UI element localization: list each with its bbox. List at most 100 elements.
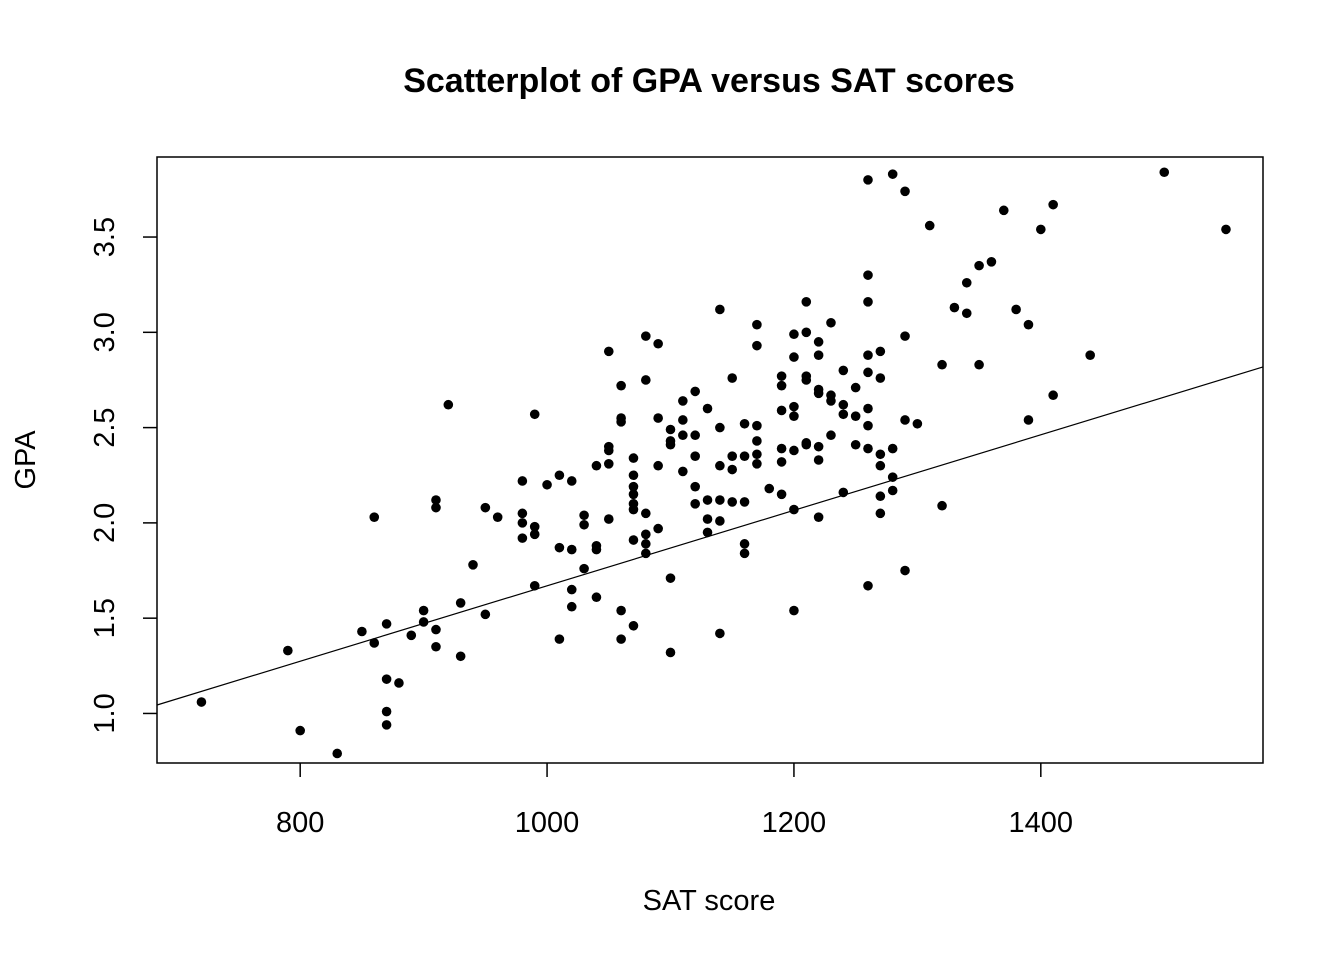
data-point <box>283 645 293 656</box>
data-point <box>431 502 441 513</box>
data-point <box>838 365 849 376</box>
data-point <box>603 459 614 469</box>
data-point <box>801 297 812 307</box>
data-point <box>789 504 799 515</box>
data-point <box>196 697 207 707</box>
data-point <box>394 678 404 688</box>
data-point <box>727 464 738 475</box>
data-point <box>616 605 626 616</box>
data-point <box>863 403 873 414</box>
data-point <box>875 449 886 460</box>
data-point <box>850 382 861 393</box>
data-point <box>900 186 910 197</box>
data-point <box>1048 199 1058 210</box>
data-point <box>900 331 910 341</box>
chart-title: Scatterplot of GPA versus SAT scores <box>403 62 1015 100</box>
data-point <box>702 514 713 524</box>
data-point <box>838 487 849 498</box>
data-point <box>690 386 700 397</box>
x-tick-label: 1000 <box>515 807 580 839</box>
data-point <box>838 399 849 410</box>
data-point <box>369 512 380 522</box>
data-point <box>776 371 787 381</box>
data-point <box>863 443 873 454</box>
data-point <box>641 331 651 341</box>
data-point <box>369 638 380 648</box>
data-point <box>690 430 700 441</box>
x-axis-label: SAT score <box>643 885 776 917</box>
data-point <box>998 205 1009 216</box>
data-point <box>517 508 528 519</box>
data-point <box>887 443 898 454</box>
data-point <box>480 502 491 513</box>
data-point <box>431 495 441 505</box>
data-point <box>665 439 676 450</box>
data-point <box>875 346 886 357</box>
data-point <box>579 563 589 574</box>
data-point <box>949 302 960 313</box>
data-point <box>715 422 725 433</box>
data-point <box>554 470 565 481</box>
data-point <box>776 457 787 467</box>
data-point <box>826 430 836 441</box>
data-point <box>813 388 824 399</box>
y-tick-label: 1.5 <box>89 598 121 638</box>
y-tick-label: 3.0 <box>89 312 121 352</box>
data-point <box>887 472 898 482</box>
data-point <box>406 630 417 641</box>
data-point <box>789 445 799 456</box>
data-point <box>813 441 824 452</box>
y-axis: 1.0 1.5 2.0 2.5 3.0 3.5 <box>89 217 157 734</box>
data-point <box>641 375 651 385</box>
data-point <box>468 560 478 570</box>
data-point <box>776 443 787 454</box>
data-point <box>776 405 787 416</box>
data-point <box>603 514 614 524</box>
data-point <box>554 542 565 553</box>
data-point <box>554 634 565 644</box>
data-point <box>752 436 762 446</box>
data-point <box>715 495 725 505</box>
data-point <box>937 500 947 511</box>
data-point <box>665 573 676 583</box>
data-point <box>702 495 713 505</box>
data-point <box>715 628 725 639</box>
data-point <box>653 338 663 349</box>
data-point <box>850 411 861 421</box>
data-point <box>752 340 762 351</box>
data-point <box>789 605 799 616</box>
data-point <box>603 346 614 357</box>
data-point <box>628 620 639 631</box>
data-point <box>789 411 799 421</box>
y-tick-label: 1.0 <box>89 693 121 733</box>
data-point <box>690 451 700 461</box>
data-point <box>974 260 984 271</box>
data-point <box>381 706 392 717</box>
data-point <box>702 403 713 414</box>
data-point <box>690 499 700 509</box>
data-point <box>937 359 947 370</box>
data-point <box>529 580 540 591</box>
data-point <box>875 491 886 502</box>
data-point <box>863 350 873 360</box>
data-point <box>739 451 750 461</box>
data-point <box>887 169 898 179</box>
data-point <box>566 544 577 555</box>
data-point <box>678 415 688 425</box>
data-point <box>863 297 873 307</box>
data-point <box>628 504 639 515</box>
data-point <box>813 512 824 522</box>
data-point <box>715 460 725 471</box>
data-point <box>616 417 626 427</box>
data-point <box>529 529 540 540</box>
data-point <box>418 605 429 616</box>
data-point <box>480 609 491 620</box>
data-point <box>986 257 997 267</box>
data-point <box>863 420 873 431</box>
data-point <box>641 529 651 540</box>
data-point <box>961 308 972 319</box>
data-point <box>974 359 984 370</box>
data-point <box>566 476 577 486</box>
plot-frame <box>156 156 1264 764</box>
